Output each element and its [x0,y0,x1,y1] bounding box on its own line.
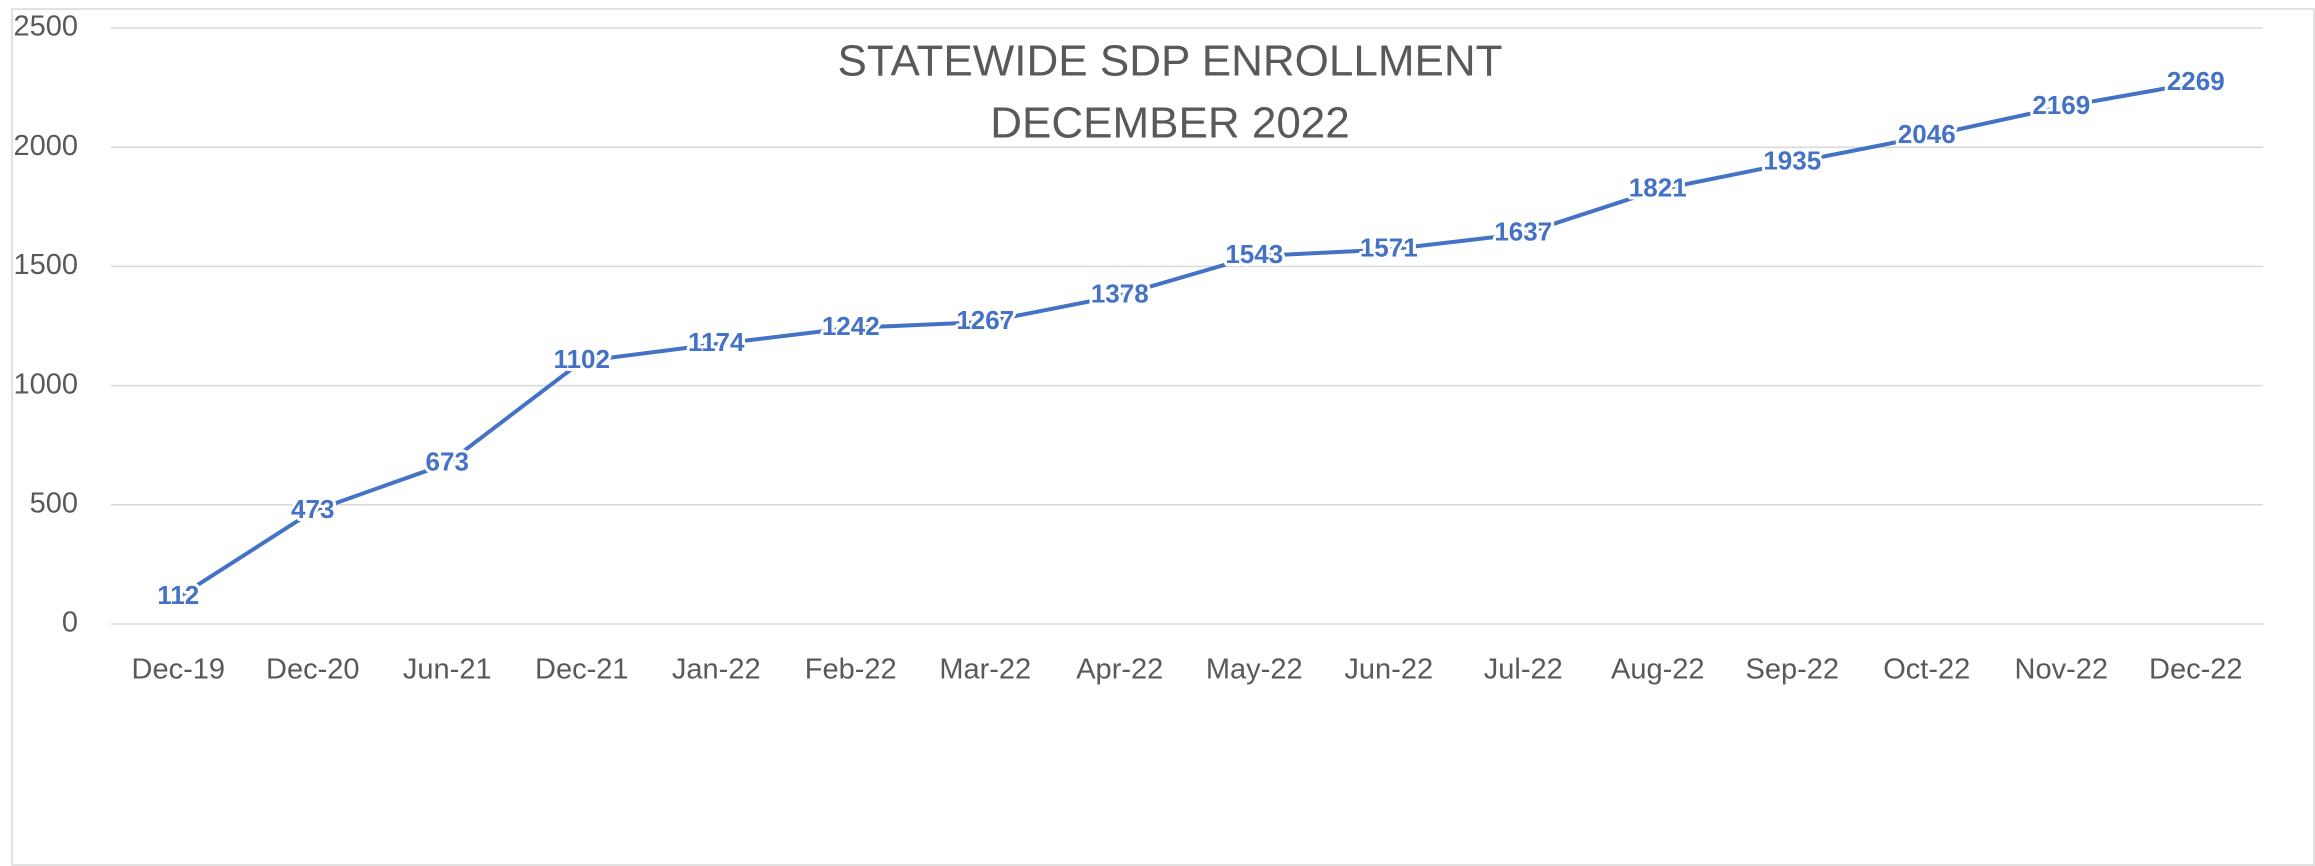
y-tick-label: 2000 [13,130,78,162]
x-tick-label: Jun-21 [403,654,492,686]
data-label: 112 [157,580,199,610]
y-tick-label: 1000 [13,368,78,400]
x-tick-label: Feb-22 [805,654,897,686]
x-tick-label: Dec-19 [132,654,226,686]
x-tick-label: Nov-22 [2015,654,2109,686]
x-tick-label: Oct-22 [1883,654,1970,686]
data-label: 2269 [2167,66,2225,96]
data-label: 1543 [1225,239,1283,269]
x-tick-label: May-22 [1206,654,1303,686]
data-label: 1174 [688,327,745,357]
data-label: 1378 [1091,278,1149,308]
chart-subtitle: DECEMBER 2022 [990,99,1349,148]
x-tick-label: Sep-22 [1745,654,1839,686]
x-tick-label: Jan-22 [672,654,761,686]
data-label: 1267 [956,305,1014,335]
data-label: 473 [291,494,334,524]
y-tick-label: 500 [30,487,78,519]
data-label: 1571 [1360,232,1418,262]
data-label: 2046 [1898,119,1956,149]
data-label: 1242 [822,311,880,341]
x-tick-label: Aug-22 [1611,654,1705,686]
x-tick-label: Jul-22 [1484,654,1563,686]
data-label: 673 [426,446,469,476]
x-tick-label: Dec-21 [535,654,629,686]
x-tick-label: Dec-22 [2149,654,2243,686]
chart-border [11,8,2315,866]
data-label: 1102 [554,344,610,374]
data-label: 1935 [1763,146,1821,176]
x-tick-label: Apr-22 [1076,654,1163,686]
data-label: 1637 [1494,217,1552,247]
data-label: 2169 [2032,90,2090,120]
y-tick-label: 2500 [13,11,78,43]
x-tick-label: Jun-22 [1344,654,1433,686]
line [177,81,2197,599]
chart-title: STATEWIDE SDP ENROLLMENT [838,37,1503,86]
data-label: 1821 [1629,173,1687,203]
y-tick-label: 0 [62,607,78,639]
x-tick-label: Mar-22 [939,654,1031,686]
y-tick-label: 1500 [13,249,78,281]
x-tick-label: Dec-20 [266,654,360,686]
